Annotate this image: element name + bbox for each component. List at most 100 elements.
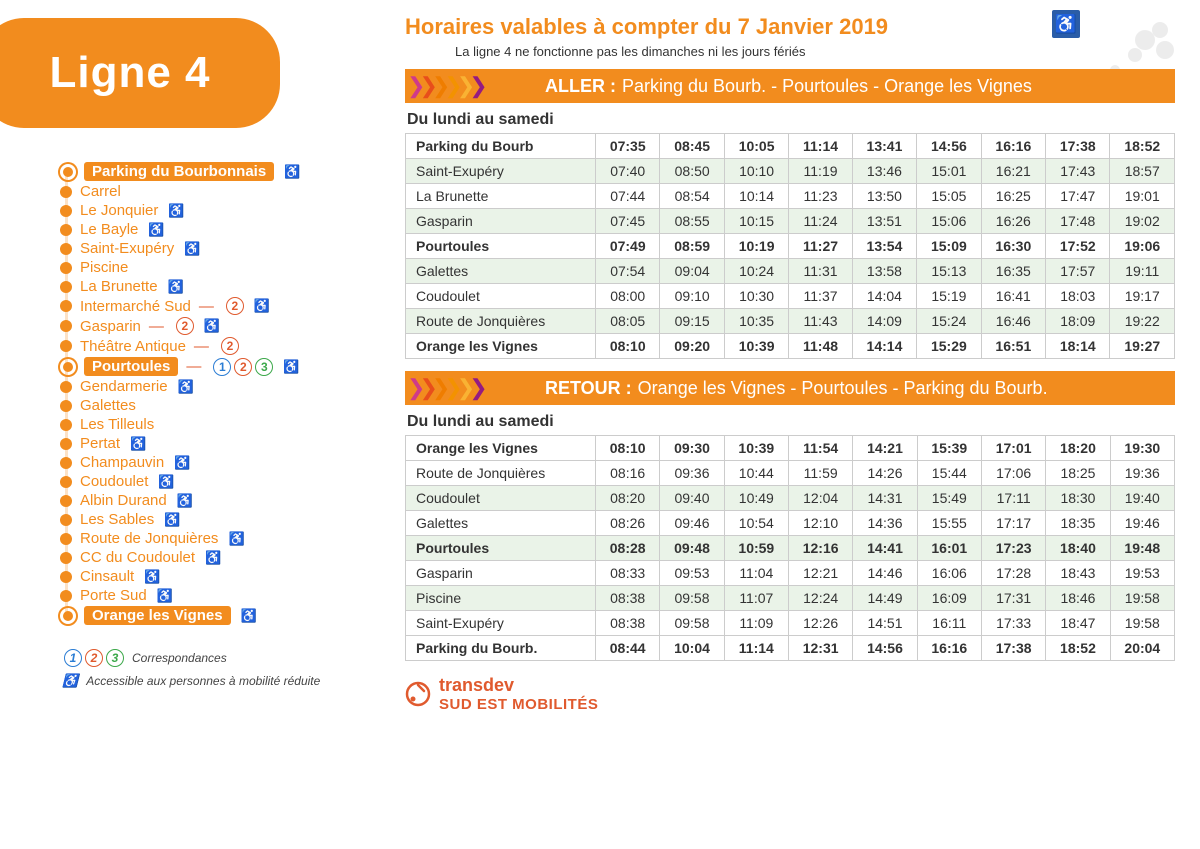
time-cell: 16:01 <box>917 536 981 561</box>
chevron-icon: ❯ <box>469 375 487 401</box>
time-cell: 14:26 <box>853 461 917 486</box>
direction-bar-aller: ❯❯❯❯❯❯ ALLER : Parking du Bourb. - Pourt… <box>405 69 1175 103</box>
wheelchair-icon: ♿ <box>130 436 146 452</box>
wheelchair-icon: ♿ <box>158 474 174 490</box>
time-cell: 10:39 <box>724 334 788 359</box>
stop-row: Pertat ♿ <box>60 435 362 452</box>
time-cell: 08:10 <box>596 436 660 461</box>
time-cell: 09:36 <box>660 461 724 486</box>
time-cell: 17:01 <box>981 436 1045 461</box>
legend-corr: Correspondances <box>132 651 227 665</box>
time-cell: 10:54 <box>724 511 788 536</box>
time-cell: 17:06 <box>981 461 1045 486</box>
stop-label: Le Bayle <box>80 221 138 238</box>
table-row: Coudoulet08:2009:4010:4912:0414:3115:491… <box>406 486 1175 511</box>
stop-label: Saint-Exupéry <box>80 240 174 257</box>
stop-list: Parking du Bourbonnais♿CarrelLe Jonquier… <box>60 162 362 625</box>
time-cell: 19:01 <box>1110 184 1175 209</box>
time-cell: 19:53 <box>1110 561 1174 586</box>
time-cell: 19:58 <box>1110 611 1174 636</box>
stop-row: Gasparin—2♿ <box>60 317 362 335</box>
wheelchair-icon: ♿ <box>184 241 200 257</box>
time-cell: 09:30 <box>660 436 724 461</box>
retour-days: Du lundi au samedi <box>407 413 1175 431</box>
stop-label: Carrel <box>80 183 121 200</box>
time-cell: 19:46 <box>1110 511 1174 536</box>
wheelchair-icon: ♿ <box>284 164 300 180</box>
corr-badge-1: 1 <box>213 358 231 376</box>
time-cell: 15:01 <box>917 159 981 184</box>
stop-label: Piscine <box>80 259 128 276</box>
stop-label: Les Sables <box>80 511 154 528</box>
stop-name-cell: Coudoulet <box>406 486 596 511</box>
time-cell: 16:21 <box>981 159 1045 184</box>
time-cell: 08:50 <box>660 159 724 184</box>
stop-label: Parking du Bourbonnais <box>84 162 274 181</box>
time-cell: 08:55 <box>660 209 724 234</box>
correspondance-badges: 123 <box>213 358 273 376</box>
table-row: Galettes07:5409:0410:2411:3113:5815:1316… <box>406 259 1175 284</box>
time-cell: 11:31 <box>789 259 852 284</box>
stop-label: CC du Coudoulet <box>80 549 195 566</box>
footer-brand2: SUD EST MOBILITÉS <box>439 696 598 713</box>
time-cell: 10:59 <box>724 536 788 561</box>
time-cell: 15:24 <box>917 309 981 334</box>
time-cell: 10:04 <box>660 636 724 661</box>
time-cell: 09:40 <box>660 486 724 511</box>
stop-row: Albin Durand♿ <box>60 492 362 509</box>
time-cell: 07:44 <box>596 184 660 209</box>
time-cell: 16:26 <box>981 209 1045 234</box>
wheelchair-icon: ♿ <box>205 550 221 566</box>
table-row: Gasparin07:4508:5510:1511:2413:5115:0616… <box>406 209 1175 234</box>
time-cell: 18:25 <box>1046 461 1110 486</box>
stop-row: Intermarché Sud—2♿ <box>60 297 362 315</box>
time-cell: 08:33 <box>596 561 660 586</box>
stop-name-cell: Coudoulet <box>406 284 596 309</box>
time-cell: 11:54 <box>788 436 852 461</box>
time-cell: 08:10 <box>596 334 660 359</box>
time-cell: 19:58 <box>1110 586 1174 611</box>
time-cell: 15:39 <box>917 436 981 461</box>
time-cell: 14:21 <box>853 436 917 461</box>
stop-name-cell: Piscine <box>406 586 596 611</box>
correspondance-badges: 2 <box>176 317 194 335</box>
stop-row: Le Bayle♿ <box>60 221 362 238</box>
time-cell: 15:44 <box>917 461 981 486</box>
time-cell: 18:47 <box>1046 611 1110 636</box>
stop-name-cell: Parking du Bourb. <box>406 636 596 661</box>
time-cell: 13:46 <box>852 159 916 184</box>
wheelchair-icon: ♿ <box>283 359 299 375</box>
time-cell: 11:23 <box>789 184 852 209</box>
time-cell: 18:09 <box>1046 309 1110 334</box>
time-cell: 09:10 <box>660 284 724 309</box>
stop-name-cell: Pourtoules <box>406 234 596 259</box>
aller-days: Du lundi au samedi <box>407 111 1175 129</box>
time-cell: 18:40 <box>1046 536 1110 561</box>
corr-badge-2: 2 <box>234 358 252 376</box>
table-row: Orange les Vignes08:1009:2010:3911:4814:… <box>406 334 1175 359</box>
wheelchair-icon: ♿ <box>204 318 220 334</box>
time-cell: 15:13 <box>917 259 981 284</box>
time-cell: 11:48 <box>789 334 852 359</box>
stop-label: Pertat <box>80 435 120 452</box>
time-cell: 09:58 <box>660 611 724 636</box>
time-cell: 20:04 <box>1110 636 1174 661</box>
stop-dot-icon <box>60 359 76 375</box>
stop-row: Les Sables♿ <box>60 511 362 528</box>
time-cell: 14:04 <box>852 284 916 309</box>
table-row: Gasparin08:3309:5311:0412:2114:4616:0617… <box>406 561 1175 586</box>
time-cell: 08:59 <box>660 234 724 259</box>
wheelchair-icon: ♿ <box>254 298 270 314</box>
stop-row: Route de Jonquières♿ <box>60 530 362 547</box>
time-cell: 09:48 <box>660 536 724 561</box>
time-cell: 14:51 <box>853 611 917 636</box>
line-title: Ligne 4 <box>49 48 210 97</box>
time-cell: 18:35 <box>1046 511 1110 536</box>
retour-route: Orange les Vignes - Pourtoules - Parking… <box>638 378 1048 399</box>
time-cell: 14:36 <box>853 511 917 536</box>
table-row: La Brunette07:4408:5410:1411:2313:5015:0… <box>406 184 1175 209</box>
stop-row: Pourtoules—123♿ <box>60 357 362 376</box>
stop-dot-icon <box>60 164 76 180</box>
footer: transdev SUD EST MOBILITÉS <box>405 675 1175 713</box>
time-cell: 07:35 <box>596 134 660 159</box>
